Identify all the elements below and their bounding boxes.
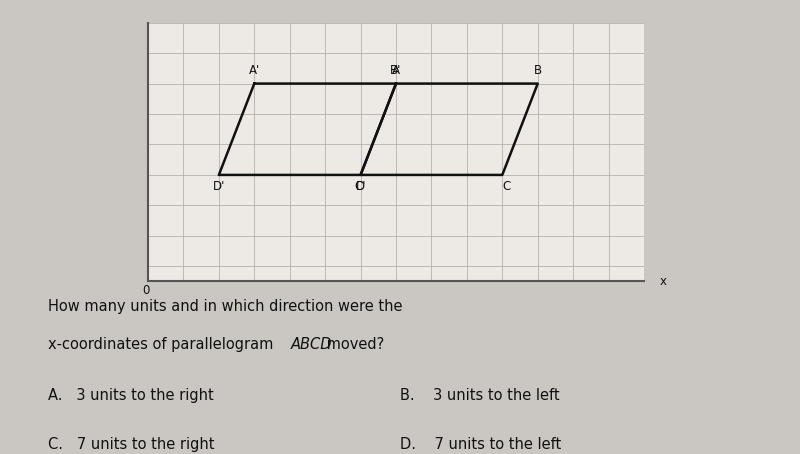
Text: D': D' bbox=[213, 180, 225, 193]
Text: 0: 0 bbox=[142, 284, 150, 297]
Text: A: A bbox=[392, 64, 400, 77]
Text: D: D bbox=[356, 180, 365, 193]
Text: ABCD: ABCD bbox=[291, 337, 333, 352]
Text: B: B bbox=[534, 64, 542, 77]
Text: x: x bbox=[660, 275, 667, 288]
Text: x-coordinates of parallelogram: x-coordinates of parallelogram bbox=[48, 337, 278, 352]
Text: C.   7 units to the right: C. 7 units to the right bbox=[48, 437, 214, 452]
Text: A': A' bbox=[249, 64, 260, 77]
Text: B': B' bbox=[390, 64, 402, 77]
Text: A.   3 units to the right: A. 3 units to the right bbox=[48, 389, 214, 404]
Text: B.    3 units to the left: B. 3 units to the left bbox=[400, 389, 560, 404]
Text: C': C' bbox=[355, 180, 366, 193]
Text: moved?: moved? bbox=[322, 337, 385, 352]
Text: How many units and in which direction were the: How many units and in which direction we… bbox=[48, 299, 402, 314]
Text: C: C bbox=[502, 180, 510, 193]
Text: D.    7 units to the left: D. 7 units to the left bbox=[400, 437, 562, 452]
